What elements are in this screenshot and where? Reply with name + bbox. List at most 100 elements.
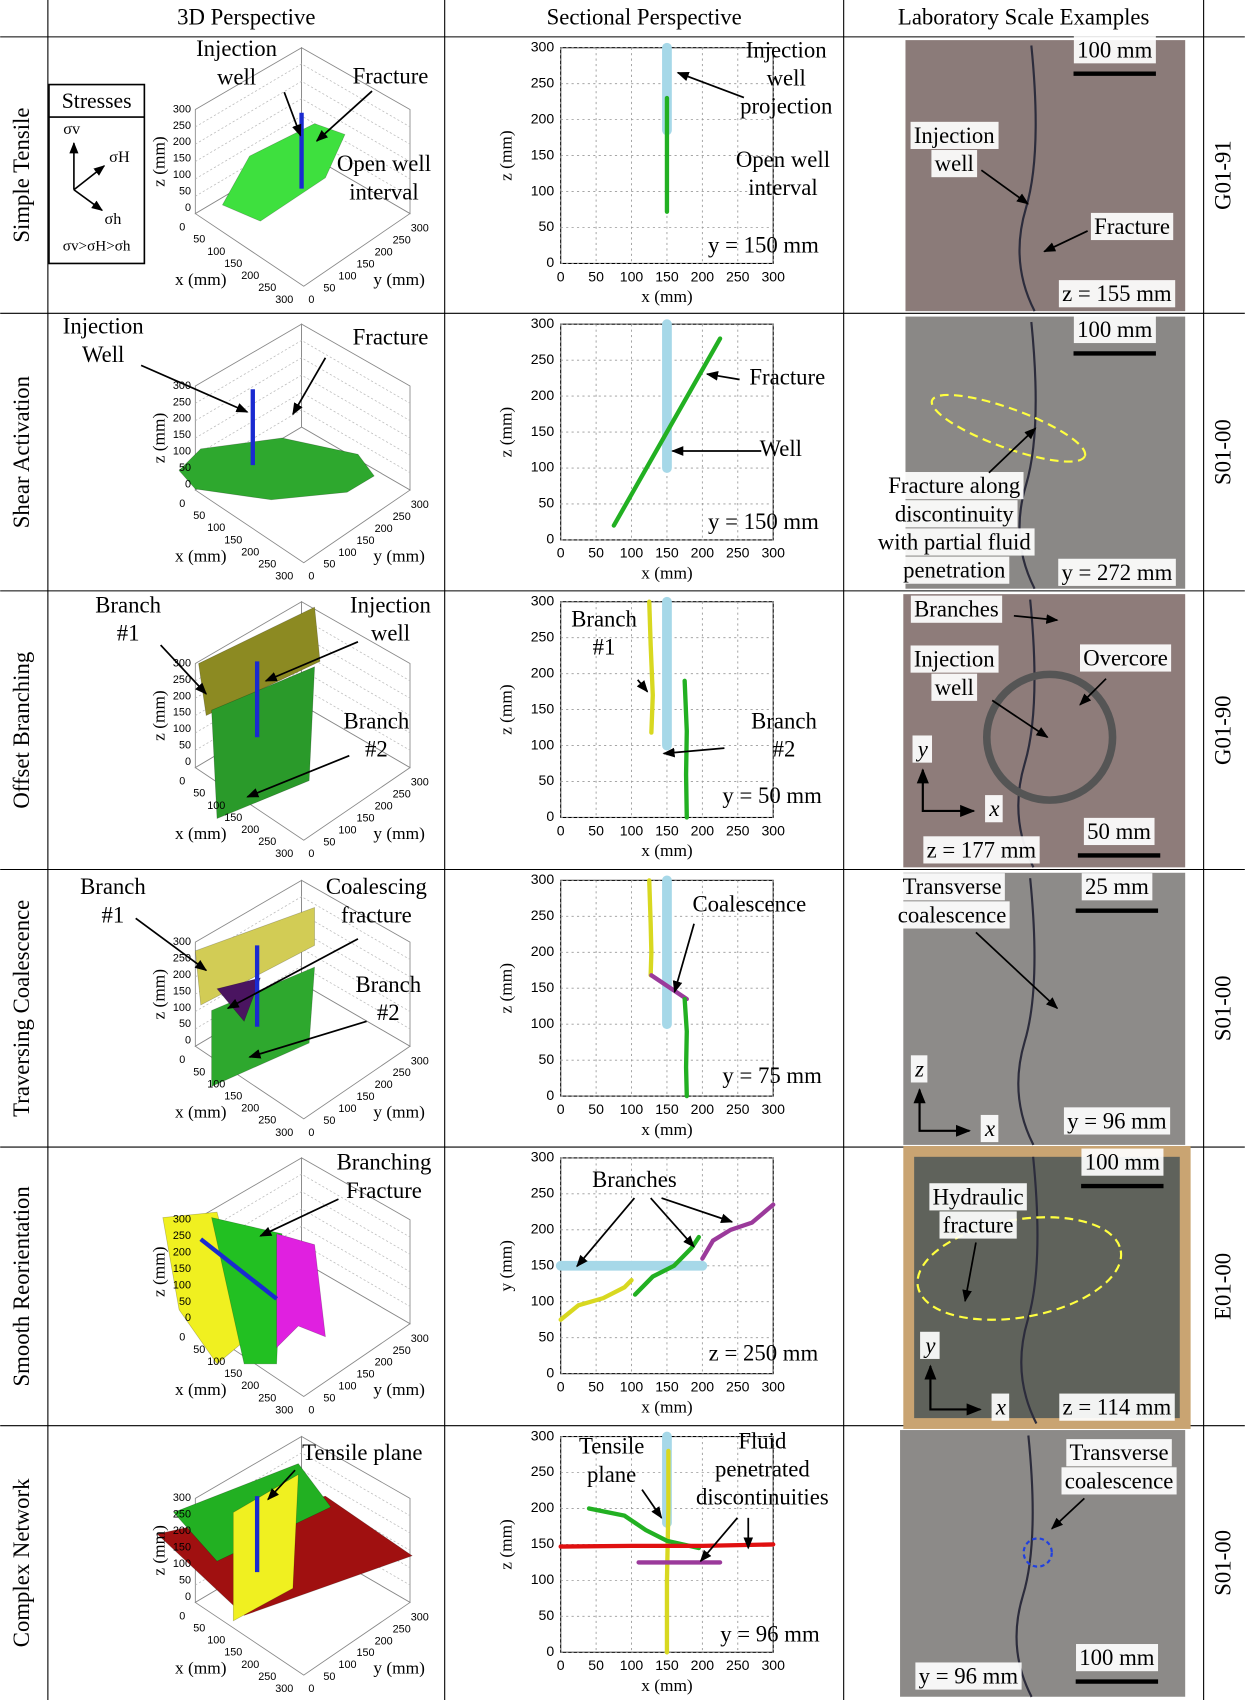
x-tick-label: 250 — [726, 268, 750, 284]
z-tick-label: 100 — [173, 1002, 191, 1014]
y-tick-label: 300 — [411, 223, 429, 235]
x-tick-label: 200 — [241, 1380, 259, 1392]
x-tick-label: 150 — [224, 1091, 242, 1103]
fracture-trace — [667, 1451, 668, 1652]
x-tick-label: 200 — [691, 545, 715, 561]
y-tick-label: 100 — [531, 736, 555, 752]
x-tick-label: 250 — [258, 559, 276, 571]
plane-label: y = 150 mm — [708, 232, 819, 257]
y-tick-label: 250 — [531, 628, 555, 644]
y-tick-label: 300 — [411, 1333, 429, 1345]
y-tick-label: 50 — [539, 772, 555, 788]
x-tick-label: 300 — [275, 294, 293, 306]
annotation: #2 — [773, 737, 796, 762]
annotation: fracture — [943, 1213, 1014, 1238]
x-tick-label: 150 — [224, 534, 242, 546]
axis-letter: y — [923, 1333, 936, 1358]
x-tick-label: 0 — [179, 222, 185, 234]
z-tick-label: 50 — [179, 462, 191, 474]
annotation: fracture — [341, 902, 412, 927]
y-tick-label: 300 — [531, 1149, 555, 1165]
z-tick-label: 200 — [173, 690, 191, 702]
column-header: Sectional Perspective — [547, 5, 742, 30]
annotation: Injection — [914, 123, 995, 148]
x-tick-label: 250 — [726, 1378, 750, 1394]
annotation: well — [767, 65, 806, 90]
annotation: Injection — [746, 37, 827, 62]
x-tick-label: 150 — [224, 1368, 242, 1380]
x-tick-label: 50 — [193, 1066, 205, 1078]
x-tick-label: 50 — [193, 234, 205, 246]
scale-label: 100 mm — [1077, 37, 1153, 62]
z-tick-label: 150 — [173, 153, 191, 165]
annotation: Fracture along — [888, 473, 1020, 498]
y-tick-label: 200 — [531, 387, 555, 403]
annotation: Branch — [571, 606, 637, 631]
x-tick-label: 300 — [761, 1101, 785, 1117]
y-tick-label: 250 — [393, 235, 411, 247]
y-tick-label: 150 — [357, 1647, 375, 1659]
annotation: projection — [740, 94, 833, 119]
z-tick-label: 300 — [173, 1492, 191, 1504]
z-tick-label: 200 — [173, 136, 191, 148]
y-tick-label: 150 — [357, 1369, 375, 1381]
annotation: interval — [748, 175, 817, 200]
axis-label: y (mm) — [373, 824, 425, 843]
y-tick-label: 200 — [375, 1357, 393, 1369]
x-tick-label: 0 — [557, 822, 565, 838]
annotation: Fracture — [749, 365, 825, 390]
x-tick-label: 250 — [258, 836, 276, 848]
x-tick-label: 0 — [179, 1332, 185, 1344]
x-tick-label: 250 — [258, 282, 276, 294]
axis-label: x (mm) — [175, 546, 227, 565]
annotation: Fracture — [1094, 214, 1170, 239]
x-tick-label: 50 — [588, 545, 604, 561]
z-tick-label: 100 — [173, 723, 191, 735]
y-tick-label: 300 — [531, 315, 555, 331]
y-tick-label: 100 — [338, 1659, 356, 1671]
fracture-trace — [649, 880, 651, 975]
x-tick-label: 50 — [588, 822, 604, 838]
y-tick-label: 200 — [375, 523, 393, 535]
x-tick-label: 150 — [224, 258, 242, 270]
axis-label: z (mm) — [497, 684, 516, 735]
z-tick-label: 300 — [173, 936, 191, 948]
y-tick-label: 0 — [546, 254, 554, 270]
axis-label: x (mm) — [175, 1380, 227, 1399]
y-tick-label: 0 — [546, 1087, 554, 1103]
axis-label: z (mm) — [150, 413, 169, 464]
annotation: well — [217, 64, 256, 89]
annotation: Transverse — [1070, 1440, 1169, 1465]
y-tick-label: 200 — [531, 943, 555, 959]
y-tick-label: 0 — [308, 1127, 314, 1139]
x-tick-label: 50 — [588, 1657, 604, 1673]
annotation: penetration — [903, 558, 1006, 583]
y-tick-label: 250 — [531, 351, 555, 367]
annotation: interval — [349, 179, 418, 204]
annotation: discontinuities — [696, 1485, 829, 1510]
x-tick-label: 0 — [179, 498, 185, 510]
y-tick-label: 100 — [338, 1103, 356, 1115]
y-tick-label: 0 — [308, 848, 314, 860]
annotation: coalescence — [898, 902, 1007, 927]
z-tick-label: 150 — [173, 707, 191, 719]
x-tick-label: 300 — [761, 1378, 785, 1394]
x-tick-label: 300 — [275, 1683, 293, 1695]
x-tick-label: 0 — [557, 268, 565, 284]
x-tick-label: 50 — [193, 788, 205, 800]
annotation: Coalescing — [326, 874, 427, 899]
stress-label: σv — [63, 120, 81, 138]
y-tick-label: 250 — [531, 1463, 555, 1479]
axis-label: z (mm) — [497, 407, 516, 458]
annotation: Branches — [914, 597, 999, 622]
y-tick-label: 200 — [375, 1635, 393, 1647]
annotation: Branch — [95, 592, 161, 617]
annotation: Fracture — [353, 63, 429, 88]
x-tick-label: 200 — [691, 1101, 715, 1117]
y-tick-label: 150 — [357, 1091, 375, 1103]
axis-label: x (mm) — [641, 1397, 693, 1416]
x-tick-label: 200 — [241, 270, 259, 282]
row-label: Complex Network — [9, 1478, 34, 1647]
y-tick-label: 0 — [308, 294, 314, 306]
x-tick-label: 50 — [193, 510, 205, 522]
